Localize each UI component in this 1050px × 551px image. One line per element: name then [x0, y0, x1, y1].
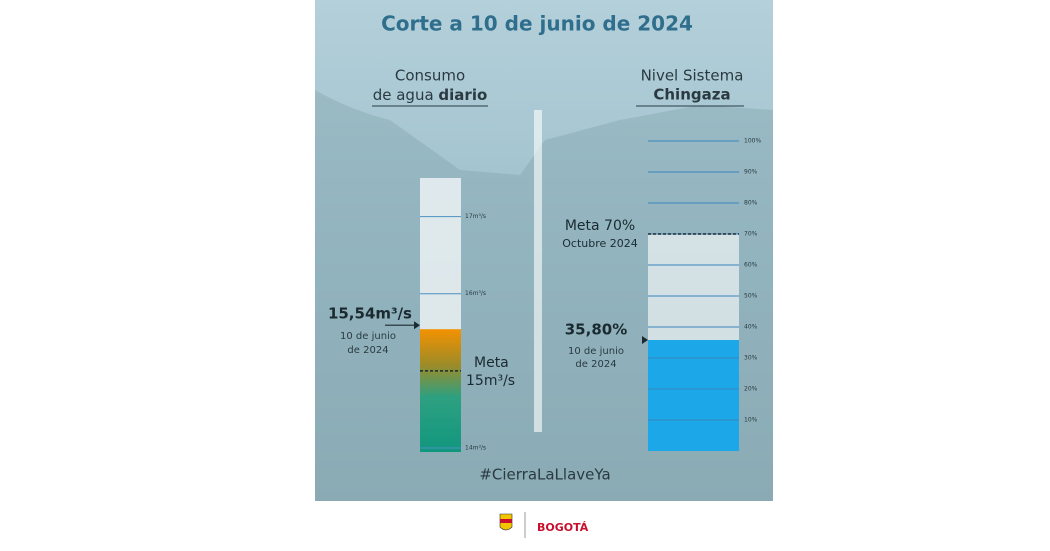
- current-date: de 2024: [347, 345, 388, 356]
- tick-label: 50%: [744, 293, 758, 300]
- current-date: 10 de junio: [568, 346, 624, 357]
- current-date: 10 de junio: [340, 331, 396, 342]
- right-heading: Chingaza: [653, 86, 730, 104]
- tick-label: 70%: [744, 231, 758, 238]
- tick-label: 14m³/s: [465, 445, 486, 452]
- right-heading: Nivel Sistema: [641, 67, 744, 85]
- tick-label: 17m³/s: [465, 213, 486, 220]
- footer-logos: BOGOTÁ: [499, 512, 589, 538]
- crest-band: [500, 519, 512, 523]
- left-heading-b: diario: [438, 86, 487, 104]
- tick-label: 40%: [744, 324, 758, 331]
- consumption-fill: [420, 329, 461, 452]
- goal-label: Meta: [474, 355, 509, 371]
- brand: BOGOTÁ: [537, 521, 589, 534]
- current-date: de 2024: [575, 359, 616, 370]
- left-heading: de agua diario: [373, 86, 488, 104]
- current-label: 15,54m³/s: [328, 305, 412, 323]
- title: Corte a 10 de junio de 2024: [381, 12, 693, 36]
- tick-label: 80%: [744, 200, 758, 207]
- arrow-head: [642, 336, 648, 345]
- divider: [534, 110, 542, 432]
- goal-label: Meta 70%: [565, 218, 635, 234]
- tick-label: 30%: [744, 355, 758, 362]
- tick-label: 90%: [744, 169, 758, 176]
- left-heading: Consumo: [395, 67, 465, 85]
- tick-label: 10%: [744, 417, 758, 424]
- level-fill: [648, 340, 739, 451]
- left-heading-a: de agua: [373, 86, 439, 104]
- tick-label: 60%: [744, 262, 758, 269]
- goal-label: 15m³/s: [466, 373, 515, 389]
- current-label: 35,80%: [565, 321, 627, 339]
- goal-label: Octubre 2024: [562, 237, 638, 250]
- tick-label: 16m³/s: [465, 290, 486, 297]
- arrow-head: [414, 321, 420, 330]
- tick-label: 100%: [744, 138, 761, 145]
- hashtag: #CierraLaLlaveYa: [479, 466, 610, 484]
- tick-label: 20%: [744, 386, 758, 393]
